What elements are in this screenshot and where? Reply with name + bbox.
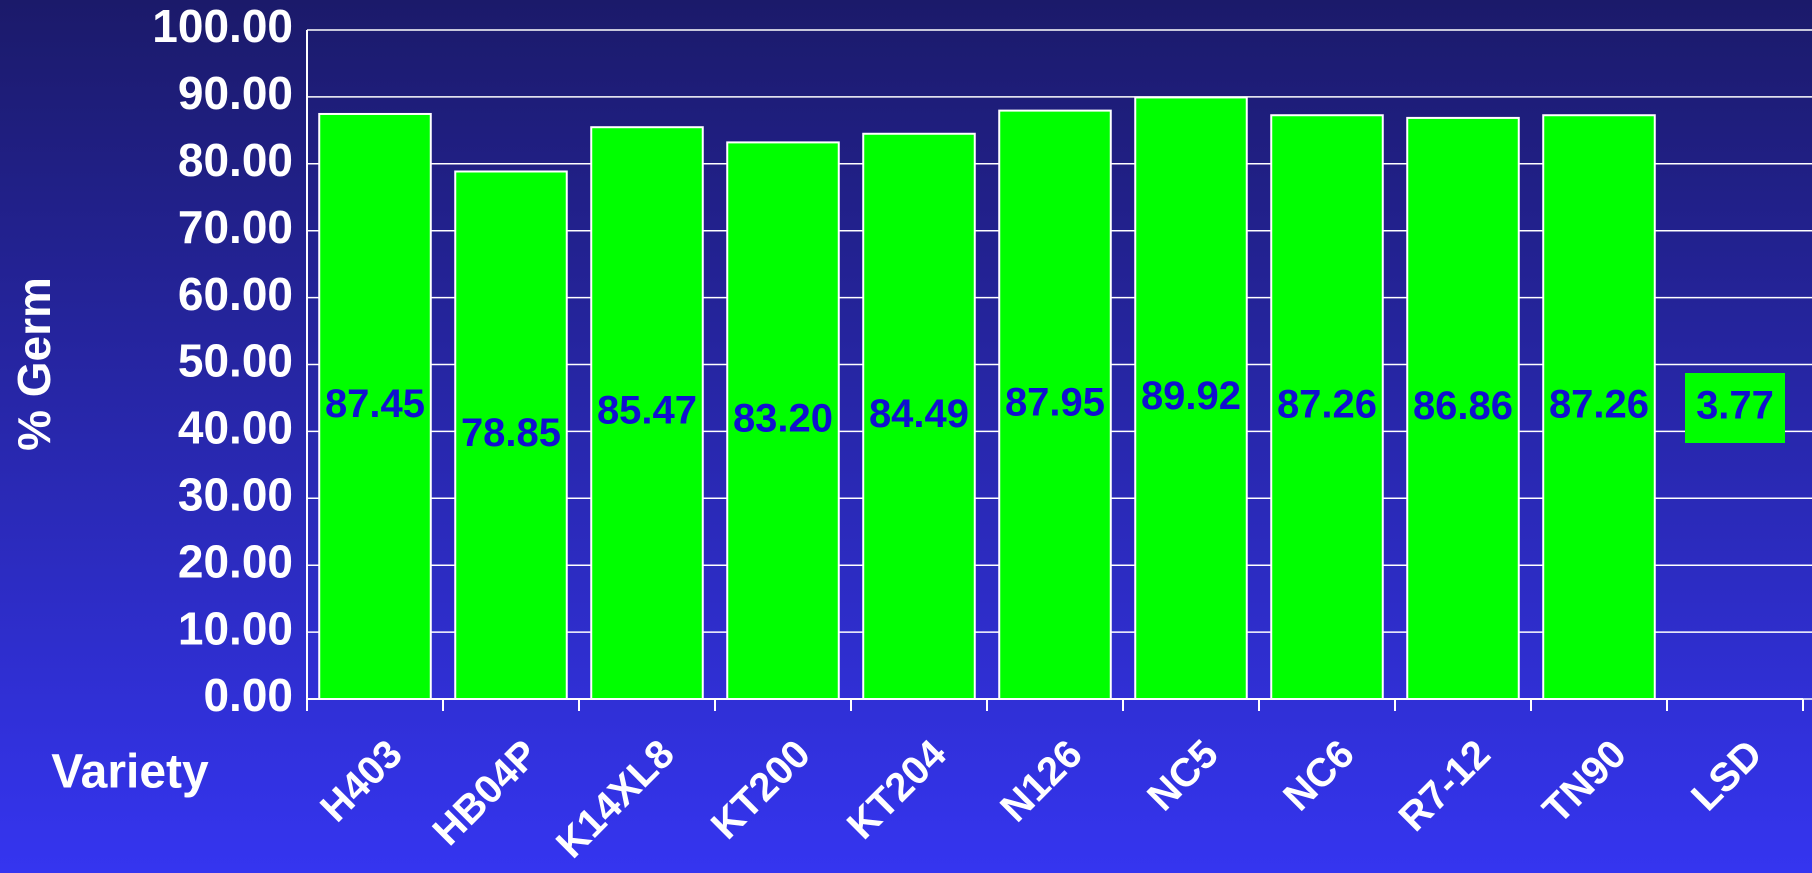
y-tick-label: 90.00 [178, 67, 293, 119]
bar [1406, 116, 1520, 700]
data-label: 83.20 [733, 396, 833, 440]
y-tick-label: 0.00 [203, 669, 293, 721]
data-label: 87.95 [1005, 380, 1105, 424]
bar [1542, 114, 1656, 701]
data-label: 86.86 [1413, 384, 1513, 428]
bar [998, 109, 1112, 700]
bar [454, 170, 568, 700]
x-axis-title: Variety [51, 746, 209, 799]
y-tick-label: 30.00 [178, 468, 293, 520]
y-tick-label: 100.00 [152, 0, 293, 52]
bar [862, 132, 976, 700]
y-axis-title: % Germ [8, 277, 60, 451]
data-label: 78.85 [461, 411, 561, 455]
bar [590, 126, 704, 701]
y-tick-label: 20.00 [178, 535, 293, 587]
bar [1270, 114, 1384, 701]
data-label: 87.26 [1277, 383, 1377, 427]
data-label: 84.49 [869, 392, 969, 436]
lsd-value-label: 3.77 [1696, 384, 1774, 428]
data-label: 85.47 [597, 389, 697, 433]
bar [318, 112, 432, 701]
y-tick-label: 10.00 [178, 602, 293, 654]
data-label: 89.92 [1141, 374, 1241, 418]
data-label: 87.26 [1549, 383, 1649, 427]
lsd-box [1685, 372, 1785, 443]
y-tick-label: 70.00 [178, 201, 293, 253]
y-tick-label: 40.00 [178, 402, 293, 454]
bar [726, 141, 840, 700]
y-tick-label: 80.00 [178, 134, 293, 186]
bar [1134, 96, 1248, 701]
y-tick-label: 50.00 [178, 335, 293, 387]
y-tick-label: 60.00 [178, 268, 293, 320]
data-label: 87.45 [325, 382, 425, 426]
